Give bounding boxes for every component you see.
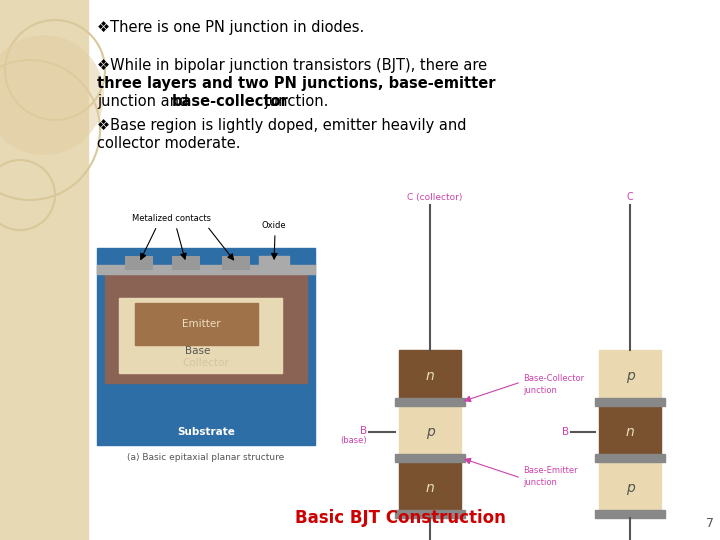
Bar (0, 0, 88, 540)
Text: Metalized contacts: Metalized contacts (132, 214, 211, 223)
Text: Base-Collector: Base-Collector (523, 374, 584, 383)
Text: Oxide: Oxide (262, 221, 287, 230)
Text: ❖While in bipolar junction transistors (BJT), there are: ❖While in bipolar junction transistors (… (97, 58, 487, 73)
Bar (119, 298, 282, 373)
Text: n: n (426, 481, 434, 495)
Bar (599, 350, 661, 402)
Bar (97, 248, 315, 445)
Bar (395, 454, 465, 462)
Text: three layers and two PN junctions, base-emitter: three layers and two PN junctions, base-… (97, 76, 495, 91)
Text: B: B (360, 426, 367, 436)
Text: ❖There is one PN junction in diodes.: ❖There is one PN junction in diodes. (97, 20, 364, 35)
Text: (a) Basic epitaxial planar structure: (a) Basic epitaxial planar structure (127, 453, 284, 462)
Bar (399, 462, 461, 514)
Text: junction.: junction. (260, 94, 328, 109)
Text: Substrate: Substrate (177, 427, 235, 437)
Text: p: p (626, 481, 634, 495)
Bar (595, 454, 665, 462)
Text: junction: junction (523, 478, 557, 487)
Text: n: n (626, 425, 634, 439)
Text: base-collector: base-collector (172, 94, 289, 109)
Text: Base-Emitter: Base-Emitter (523, 466, 577, 475)
Bar (395, 398, 465, 406)
Bar (395, 510, 465, 518)
Bar (125, 256, 153, 270)
Text: 7: 7 (706, 517, 714, 530)
Text: Collector: Collector (183, 358, 230, 368)
Text: C (collector): C (collector) (408, 193, 463, 202)
Text: junction: junction (523, 386, 557, 395)
Bar (135, 303, 258, 345)
Bar (97, 265, 315, 274)
Text: C: C (626, 192, 634, 202)
Bar (399, 350, 461, 402)
Text: p: p (626, 369, 634, 383)
Bar (599, 462, 661, 514)
Bar (259, 256, 289, 270)
Bar (595, 510, 665, 518)
Text: (base): (base) (341, 436, 367, 445)
Text: Emitter: Emitter (181, 319, 220, 329)
Bar (105, 273, 307, 383)
Text: B: B (562, 427, 569, 437)
Bar (222, 256, 250, 270)
Bar (172, 256, 200, 270)
Text: Basic BJT Construction: Basic BJT Construction (294, 509, 505, 527)
Circle shape (0, 35, 104, 155)
Text: junction and: junction and (97, 94, 193, 109)
Text: n: n (426, 369, 434, 383)
Bar (599, 406, 661, 458)
Text: collector moderate.: collector moderate. (97, 136, 240, 151)
Text: Base: Base (185, 346, 211, 356)
Bar (399, 406, 461, 458)
Text: ❖Base region is lightly doped, emitter heavily and: ❖Base region is lightly doped, emitter h… (97, 118, 467, 133)
Text: p: p (426, 425, 434, 439)
Bar (595, 398, 665, 406)
